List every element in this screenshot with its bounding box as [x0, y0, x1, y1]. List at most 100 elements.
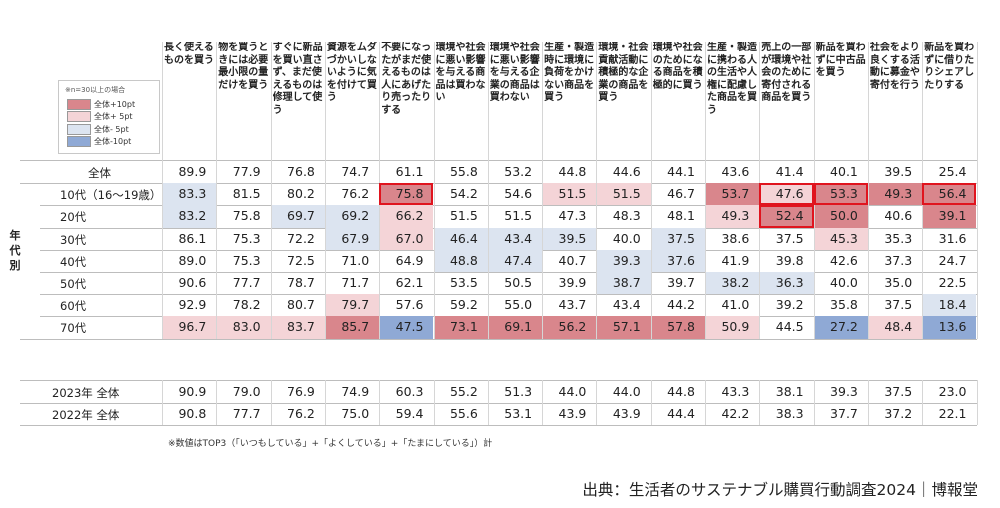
legend-item: 全体-10pt: [67, 136, 132, 147]
table-cell: 38.6: [721, 230, 750, 246]
table-cell: 75.8: [379, 183, 434, 206]
table-cell: 39.5: [884, 164, 913, 179]
table-cell: 74.7: [341, 164, 370, 179]
table-cell: 41.4: [775, 164, 804, 179]
legend-label: 全体- 5pt: [94, 124, 129, 134]
table-cell: 39.9: [558, 275, 587, 290]
table-cell: 51.5: [504, 208, 533, 224]
table-cell: 37.5: [884, 384, 913, 399]
table-cell: 51.3: [504, 384, 533, 399]
table-cell: 90.8: [178, 406, 207, 422]
legend-label: 全体+ 5pt: [94, 112, 133, 121]
table-cell: 59.4: [395, 406, 424, 422]
table-cell: 49.3: [705, 205, 760, 228]
column-divider: [487, 380, 489, 426]
highlight-box: [922, 183, 977, 206]
column-divider: [487, 42, 489, 339]
table-cell: 48.4: [867, 316, 923, 339]
legend-label: 全体-10pt: [94, 137, 132, 146]
table-cell: 44.4: [667, 406, 695, 422]
table-cell: 59.2: [449, 297, 478, 313]
table-cell: 56.2: [542, 316, 597, 339]
column-divider: [162, 42, 163, 339]
source-credit: 出典：生活者のサステナブル購買行動調査2024｜博報堂: [582, 481, 978, 499]
table-cell: 43.3: [721, 384, 750, 399]
column-divider: [922, 380, 924, 426]
table-cell: 45.3: [813, 227, 868, 250]
table-cell: 78.2: [232, 297, 261, 313]
table-cell: 47.5: [379, 316, 434, 339]
legend-item: 全体- 5pt: [67, 123, 129, 135]
table-cell: 71.7: [341, 275, 370, 290]
group-label-char: 年: [9, 229, 21, 243]
table-cell: 35.8: [830, 297, 858, 313]
table-cell: 49.3: [867, 183, 923, 206]
age-row-label: 30代: [60, 232, 87, 247]
year-row-label: 2023年 全体: [52, 386, 120, 400]
table-cell: 36.3: [759, 272, 814, 295]
column-divider: [216, 42, 218, 339]
legend-swatch: [67, 98, 91, 110]
legend: ※n=30以上の場合 全体+10pt 全体+ 5pt 全体- 5pt 全体-10pt: [58, 80, 160, 154]
table-cell: 75.8: [232, 208, 261, 224]
table-cell: 53.5: [449, 275, 478, 290]
table-cell: 50.9: [705, 316, 760, 339]
table-cell: 44.1: [667, 164, 695, 179]
table-cell: 43.7: [558, 297, 587, 313]
age-row-label: 50代: [60, 277, 87, 291]
table-cell: 42.2: [721, 406, 750, 422]
column-divider: [976, 380, 978, 426]
table-cell: 38.7: [596, 272, 651, 295]
row-divider: [40, 272, 977, 273]
table-cell: 43.4: [487, 227, 543, 250]
table-cell: 39.1: [922, 205, 977, 228]
legend-item: 全体+ 5pt: [67, 111, 133, 122]
table-cell: 46.7: [667, 186, 695, 202]
table-cell: 18.4: [922, 294, 977, 317]
table-cell: 44.0: [558, 384, 587, 399]
table-cell: 61.1: [395, 164, 424, 179]
table-cell: 75.0: [341, 406, 370, 422]
table-cell: 38.1: [775, 384, 804, 399]
legend-swatch: [67, 111, 91, 122]
column-divider: [650, 380, 652, 426]
table-cell: 37.7: [830, 406, 858, 422]
column-divider: [270, 380, 272, 426]
column-header: 資源をムダづかいしないように気を付けて買う: [326, 42, 377, 103]
column-header: 環境や社会に悪い影響を与える企業の商品は買わない: [489, 42, 540, 103]
table-cell: 77.7: [232, 406, 261, 422]
table-cell: 72.2: [287, 230, 315, 246]
column-divider: [705, 42, 706, 339]
table-cell: 38.2: [705, 272, 760, 295]
legend-swatch: [67, 136, 91, 147]
table-cell: 80.2: [287, 186, 315, 202]
table-cell: 37.5: [650, 227, 705, 250]
table-cell: 37.6: [650, 249, 705, 272]
column-divider: [596, 42, 598, 339]
table-cell: 69.2: [324, 205, 380, 228]
column-divider: [270, 42, 272, 339]
table-cell: 31.6: [938, 230, 967, 246]
table-cell: 64.9: [395, 252, 424, 268]
table-cell: 83.7: [270, 316, 325, 339]
table-cell: 25.4: [938, 164, 967, 179]
table-cell: 38.3: [775, 406, 804, 422]
table-cell: 53.1: [504, 406, 533, 422]
column-header: 環境や社会に悪い影響を与える商品は買わない: [435, 42, 486, 103]
row-divider: [40, 294, 977, 296]
row-divider: [20, 425, 977, 427]
age-row-label: 40代: [60, 254, 87, 269]
legend-label: 全体+10pt: [94, 99, 136, 109]
age-row-label: 10代（16～19歳）: [60, 188, 162, 203]
table-cell: 74.9: [341, 384, 370, 399]
table-cell: 39.3: [830, 384, 858, 399]
row-divider: [20, 338, 977, 340]
table-cell: 79.0: [232, 384, 261, 399]
table-cell: 55.0: [504, 297, 533, 313]
table-cell: 47.4: [487, 249, 543, 272]
column-divider: [324, 380, 326, 426]
table-cell: 96.7: [162, 316, 217, 339]
table-cell: 53.2: [504, 164, 533, 179]
table-cell: 69.7: [270, 205, 325, 228]
